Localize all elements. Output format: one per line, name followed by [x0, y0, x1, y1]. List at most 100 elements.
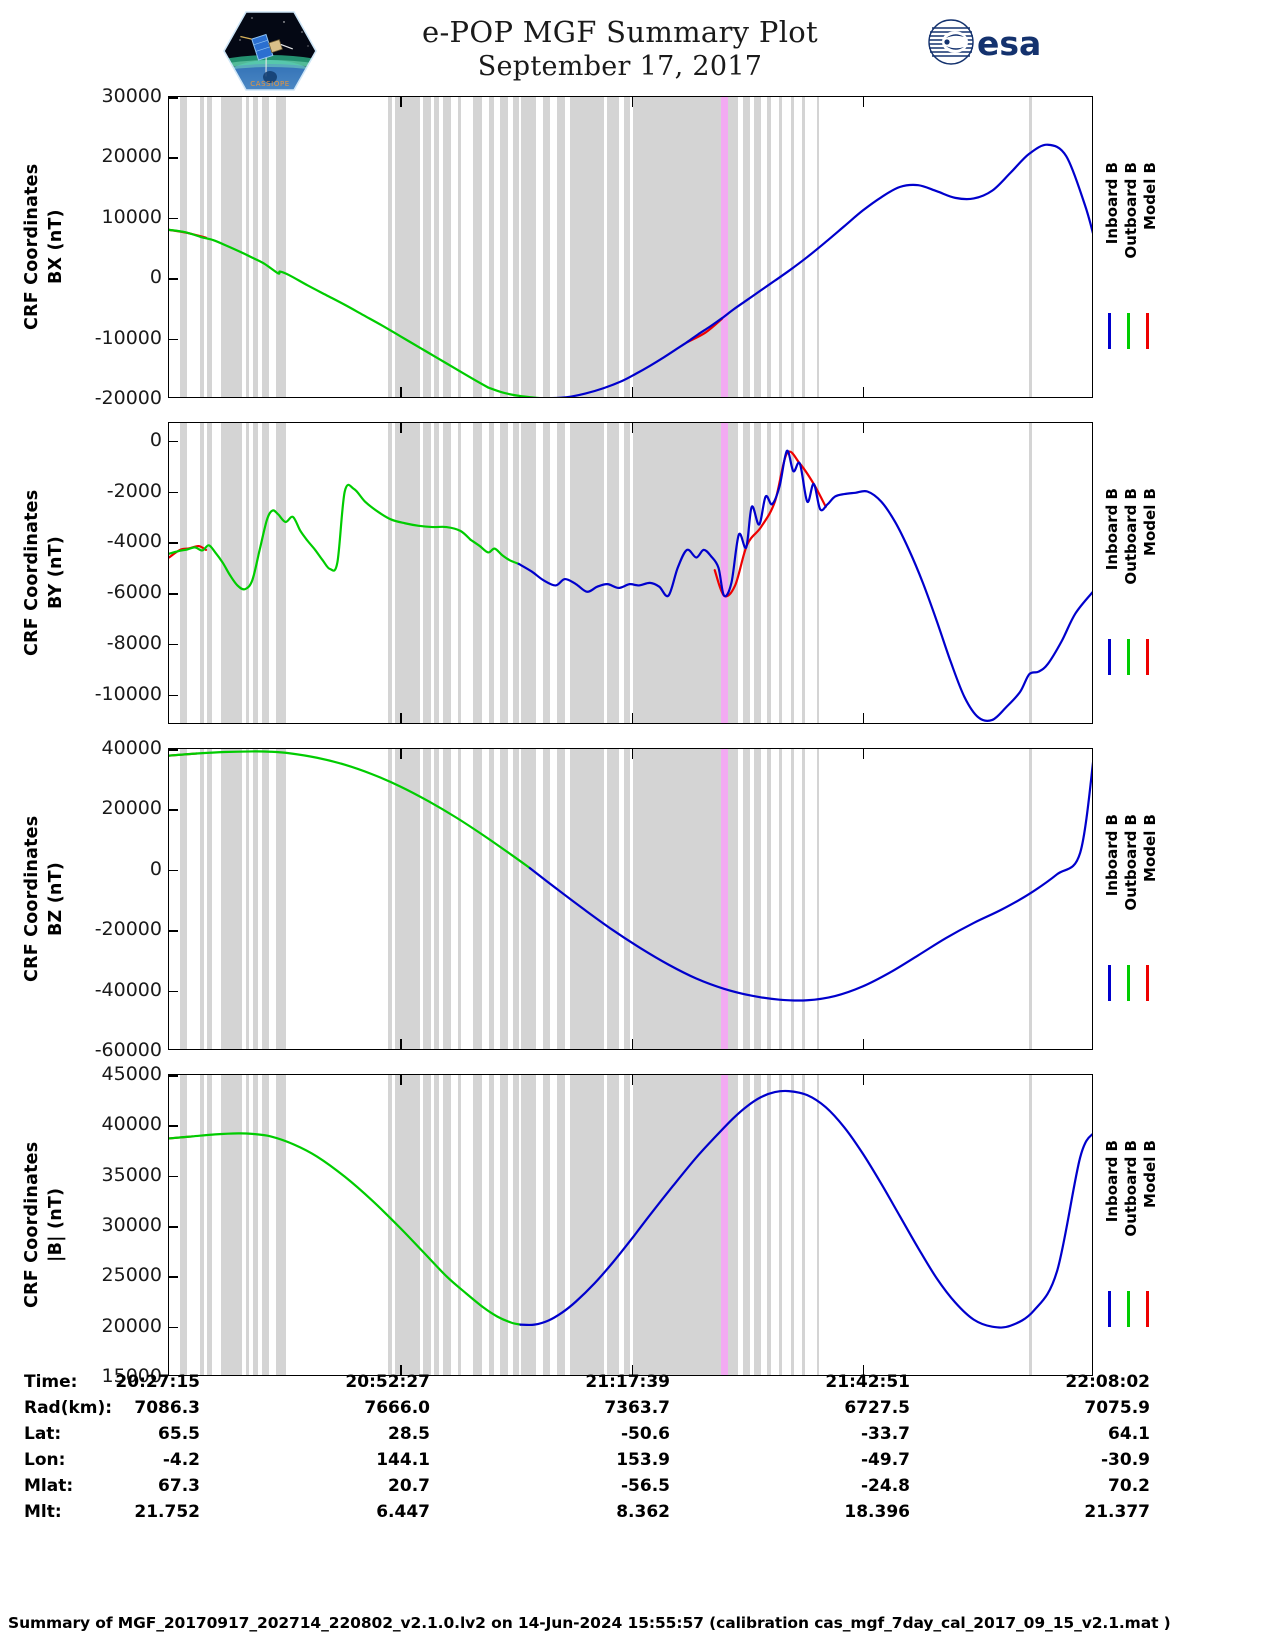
- data-flag-band: [513, 749, 519, 1049]
- data-flag-band: [394, 1075, 420, 1375]
- data-flag-band: [180, 749, 187, 1049]
- table-cell: 70.2: [1108, 1476, 1150, 1496]
- y-tick-label: -10000: [94, 326, 162, 349]
- ylabel-units-bx: BX (nT): [46, 209, 66, 285]
- y-tick-label: -8000: [106, 631, 162, 654]
- table-cell: 20.7: [388, 1476, 430, 1496]
- data-flag-band: [180, 1075, 187, 1375]
- y-tickmark: [169, 1075, 178, 1077]
- data-flag-band: [394, 97, 420, 397]
- table-cell: 6727.5: [844, 1398, 910, 1418]
- data-flag-band: [500, 749, 508, 1049]
- y-tickmark: [169, 1276, 178, 1278]
- cassiope-mission-patch-icon: CASSIOPE: [222, 10, 318, 92]
- y-tickmark: [169, 930, 178, 932]
- y-tick-label: -10000: [94, 682, 162, 705]
- y-tickmark: [169, 643, 178, 646]
- plot-area-by: [168, 422, 1093, 724]
- legend-swatch-outboard: [1127, 313, 1130, 350]
- data-flag-band: [766, 1075, 772, 1375]
- y-tick-label: -4000: [106, 530, 162, 553]
- event-marker-band: [721, 97, 728, 397]
- legend-swatch-model: [1146, 313, 1149, 350]
- legend-swatch-outboard: [1127, 1291, 1130, 1328]
- data-flag-band: [200, 749, 205, 1049]
- data-flag-band: [434, 423, 440, 723]
- data-flag-band: [816, 1075, 820, 1375]
- data-flag-band: [245, 749, 250, 1049]
- y-tickmark: [169, 97, 178, 99]
- data-flag-band: [206, 1075, 213, 1375]
- y-tick-label: -2000: [106, 479, 162, 502]
- plot-area-bz: [168, 748, 1093, 1050]
- y-tick-label: 30000: [101, 85, 162, 107]
- y-tick-label: 45000: [101, 1063, 162, 1085]
- data-flag-band: [633, 1075, 738, 1375]
- data-flag-band: [394, 423, 420, 723]
- trace-group-by: [169, 449, 1092, 722]
- trace-inboard-b: [519, 1089, 1092, 1329]
- table-cell: 65.5: [158, 1424, 200, 1444]
- trace-outboard-b: [169, 483, 472, 591]
- table-cell: 6.447: [376, 1502, 430, 1522]
- legend-swatch-inboard: [1108, 1291, 1111, 1328]
- x-tickmark: [631, 1075, 634, 1085]
- x-tickmark: [400, 423, 402, 433]
- y-tick-label: 20000: [101, 1314, 162, 1337]
- table-cell: 8.362: [616, 1502, 670, 1522]
- data-flag-band: [500, 423, 508, 723]
- data-flag-band: [624, 423, 630, 723]
- data-flag-band: [245, 423, 250, 723]
- data-flag-band: [434, 749, 440, 1049]
- data-flag-band: [742, 1075, 750, 1375]
- legend-label-outboard: Outboard B: [1122, 162, 1140, 259]
- legend-label-inboard: Inboard B: [1103, 1140, 1121, 1223]
- data-flag-band: [790, 1075, 795, 1375]
- data-flag-band: [262, 97, 269, 397]
- y-tickmark: [169, 694, 178, 697]
- data-flag-band: [388, 1075, 392, 1375]
- table-row: Lat: 65.5 28.5 -50.6 -33.7 64.1: [0, 1424, 1275, 1450]
- data-flag-band: [489, 749, 494, 1049]
- data-flag-band: [607, 749, 620, 1049]
- y-tick-label: -20000: [94, 387, 162, 409]
- data-flag-band: [489, 97, 494, 397]
- data-flag-band: [778, 423, 783, 723]
- data-flag-band: [262, 1075, 269, 1375]
- table-cell: 7075.9: [1084, 1398, 1150, 1418]
- table-row-label: Lat:: [24, 1424, 62, 1444]
- ylabel-by: CRF Coordinates: [22, 489, 42, 657]
- table-cell: 67.3: [158, 1476, 200, 1496]
- table-cell: 21.377: [1084, 1502, 1150, 1522]
- data-flag-band: [245, 97, 250, 397]
- data-flag-band: [790, 423, 795, 723]
- data-flag-band: [206, 749, 213, 1049]
- table-cell: -24.8: [861, 1476, 910, 1496]
- table-cell: -30.9: [1101, 1450, 1150, 1470]
- data-flag-band: [624, 749, 630, 1049]
- x-tickmark: [862, 423, 865, 433]
- ylabel-bmag: CRF Coordinates: [22, 1141, 42, 1309]
- data-flag-band: [180, 423, 187, 723]
- trace-outboard-b: [487, 386, 541, 397]
- table-cell: 28.5: [388, 1424, 430, 1444]
- y-tick-label: 40000: [101, 737, 162, 759]
- table-row: Rad(km): 7086.3 7666.0 7363.7 6727.5 7075.9: [0, 1398, 1275, 1424]
- legend-swatch-model: [1146, 965, 1149, 1002]
- data-flag-band: [276, 423, 287, 723]
- mission-logo-caption: CASSIOPE: [250, 80, 290, 88]
- data-flag-band: [442, 1075, 452, 1375]
- data-flag-band: [473, 749, 482, 1049]
- table-cell: 22:08:02: [1065, 1372, 1150, 1392]
- y-tickmark: [169, 278, 178, 280]
- x-tickmark: [862, 1039, 865, 1049]
- data-flag-band: [753, 1075, 761, 1375]
- data-flag-band: [742, 97, 750, 397]
- table-cell: 7086.3: [134, 1398, 200, 1418]
- y-tick-label: 15000: [101, 1365, 162, 1387]
- event-marker-band: [721, 423, 728, 723]
- legend-by: Inboard B Outboard B Model B: [1103, 422, 1273, 724]
- data-flag-band: [513, 423, 519, 723]
- data-flag-band: [1029, 1075, 1033, 1375]
- legend-label-model: Model B: [1141, 488, 1159, 557]
